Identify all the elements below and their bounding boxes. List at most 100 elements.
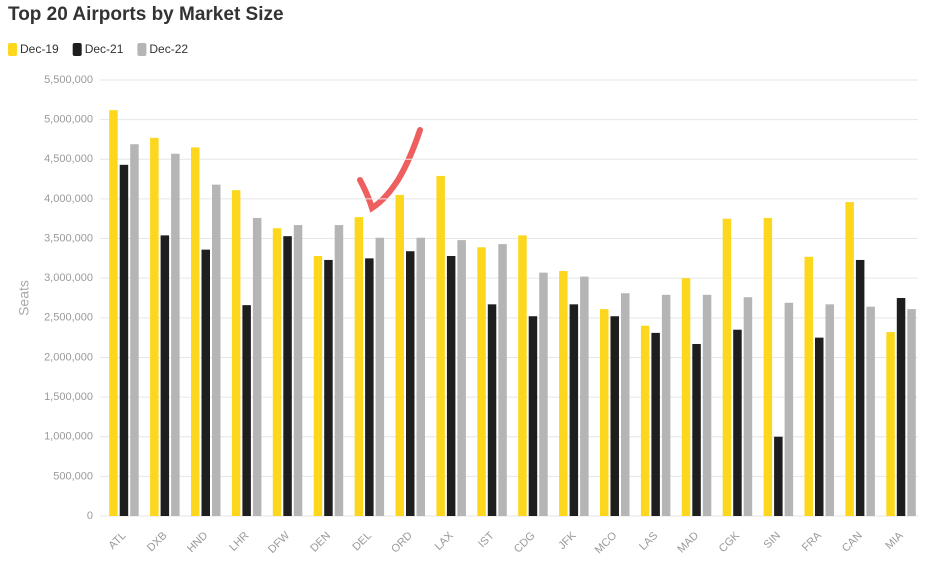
x-tick-label: MIA [883, 529, 906, 552]
bar [815, 337, 824, 516]
x-tick-label: LAX [433, 529, 457, 553]
bar [539, 272, 548, 516]
x-tick-label: MAD [675, 530, 701, 556]
bar [477, 247, 486, 517]
y-tick-label: 4,000,000 [44, 193, 93, 205]
x-tick-label: DFW [266, 529, 293, 556]
legend-label: Dec-21 [85, 42, 124, 56]
bar [559, 271, 568, 516]
y-tick-label: 1,500,000 [44, 391, 93, 403]
bar [150, 137, 159, 517]
bar [784, 302, 794, 516]
y-tick-label: 3,000,000 [44, 272, 93, 284]
bar [886, 332, 895, 516]
y-tick-label: 500,000 [53, 470, 93, 482]
bar [375, 237, 385, 516]
x-tick-label: JFK [556, 529, 579, 552]
bar [610, 316, 619, 516]
bar [231, 190, 241, 516]
x-tick-label: DXB [145, 530, 169, 554]
bar [518, 235, 527, 516]
y-tick-label: 2,500,000 [44, 312, 93, 324]
bar [896, 298, 906, 516]
x-tick-label: DEL [350, 530, 374, 554]
bar [498, 244, 507, 516]
bar [395, 194, 404, 517]
x-tick-label: SIN [762, 530, 783, 551]
bar [109, 110, 118, 517]
bar [354, 217, 364, 516]
bar [293, 225, 303, 516]
bar [487, 304, 497, 516]
bar [733, 329, 742, 516]
bar [661, 294, 671, 516]
y-tick-label: 2,000,000 [44, 351, 93, 363]
x-tick-label: HND [185, 530, 210, 555]
y-tick-label: 5,000,000 [44, 114, 93, 126]
bar [212, 184, 221, 516]
annotation-scribble [357, 127, 423, 213]
bar [324, 259, 333, 516]
y-tick-label: 1,000,000 [44, 431, 93, 443]
x-tick-label: CAN [840, 530, 865, 555]
bar [640, 325, 650, 516]
bar [702, 294, 712, 516]
bar [119, 164, 129, 516]
bar [191, 147, 200, 516]
bar [457, 240, 466, 516]
x-tick-label: MCO [593, 529, 620, 556]
x-tick-label: ATL [106, 530, 128, 552]
x-tick-label: FRA [800, 529, 825, 554]
bar [436, 175, 445, 517]
bar [406, 251, 415, 516]
y-tick-label: 0 [87, 510, 93, 522]
bar [313, 255, 323, 516]
x-tick-label: CDG [512, 530, 538, 556]
bar [651, 332, 660, 516]
bar [743, 297, 753, 516]
bar [416, 237, 425, 516]
bar [804, 256, 813, 516]
bar [171, 153, 180, 516]
x-tick-label: ORD [389, 530, 415, 556]
legend-swatch [72, 43, 82, 56]
bar [855, 259, 865, 516]
y-axis-title: Seats [16, 280, 32, 316]
bar [130, 144, 139, 516]
bar [252, 217, 262, 516]
x-tick-label: LHR [227, 530, 251, 554]
legend-label: Dec-22 [149, 42, 188, 56]
bar [907, 309, 916, 516]
bar [446, 255, 456, 516]
bar [600, 309, 609, 516]
bar [242, 305, 251, 516]
bar [763, 217, 773, 516]
bar [621, 293, 630, 516]
bar [201, 249, 210, 517]
bar [774, 436, 783, 516]
bar [681, 278, 691, 516]
bar [283, 236, 292, 516]
bar [528, 316, 538, 516]
bar [272, 228, 282, 517]
bar [692, 343, 701, 516]
x-tick-label: DEN [308, 530, 333, 555]
y-tick-label: 5,500,000 [44, 74, 93, 86]
x-tick-label: CGK [717, 529, 743, 555]
bar [722, 218, 732, 516]
chart-title: Top 20 Airports by Market Size [8, 4, 284, 25]
legend-swatch [137, 43, 147, 56]
bar [334, 225, 344, 516]
y-tick-label: 4,500,000 [44, 153, 93, 165]
bar [569, 304, 579, 516]
legend-swatch [8, 43, 17, 56]
bar [866, 306, 875, 516]
legend-label: Dec-19 [20, 42, 59, 56]
bar [580, 276, 589, 516]
x-tick-label: LAS [637, 530, 660, 553]
bar [160, 235, 170, 516]
x-tick-label: IST [476, 530, 497, 551]
bar [365, 258, 374, 516]
bar [825, 304, 834, 516]
